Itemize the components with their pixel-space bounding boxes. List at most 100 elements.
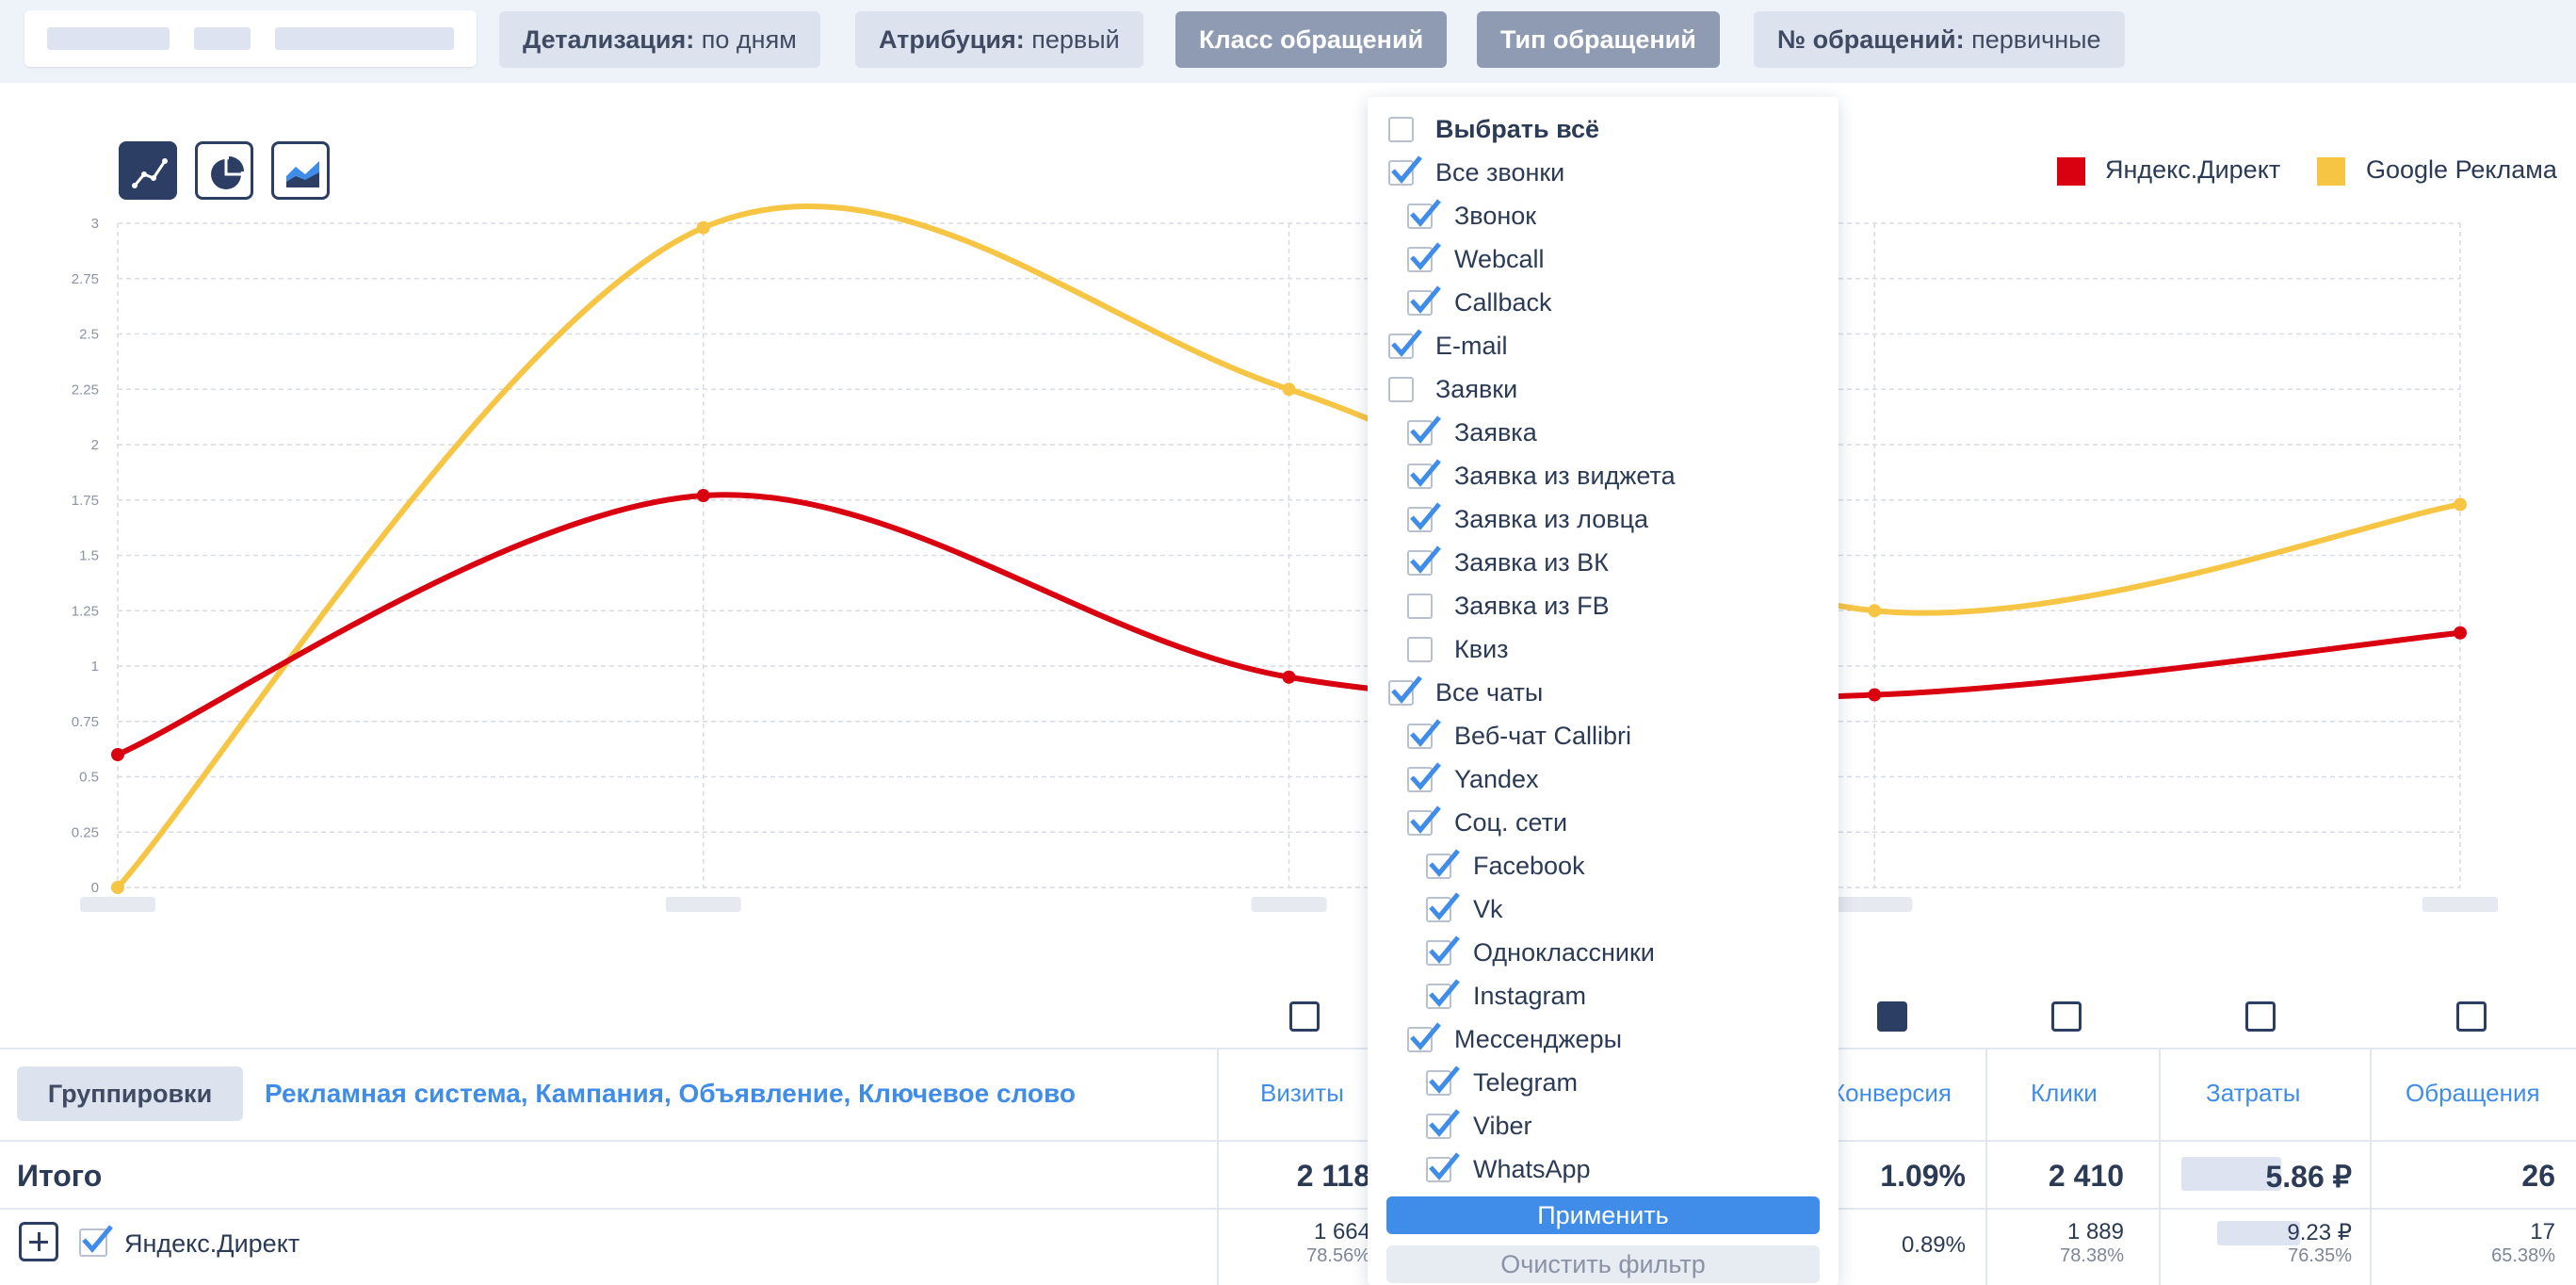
column-costs[interactable]: Затраты xyxy=(2206,1079,2301,1107)
y-tick-label: 0.25 xyxy=(72,824,99,840)
series-line xyxy=(115,203,2461,889)
blurred-x-tick xyxy=(665,897,741,912)
option-checkbox[interactable] xyxy=(1388,675,1422,706)
total-clicks: 2 410 xyxy=(2048,1159,2124,1193)
check-icon xyxy=(1391,675,1422,704)
legend-label-google[interactable]: Google Реклама xyxy=(2366,155,2557,184)
column-requests[interactable]: Обращения xyxy=(2406,1079,2540,1107)
data-point xyxy=(1282,382,1296,397)
option-checkbox[interactable] xyxy=(1388,155,1422,186)
option-label: Callback xyxy=(1454,288,1552,317)
line-chart-button[interactable] xyxy=(119,141,177,200)
blurred-date xyxy=(194,27,251,50)
option-checkbox[interactable] xyxy=(1426,892,1460,922)
check-icon xyxy=(1429,892,1460,920)
option-checkbox[interactable] xyxy=(1407,459,1441,489)
option-label: Заявка из виджета xyxy=(1454,462,1676,490)
expand-row-button[interactable] xyxy=(19,1222,58,1261)
y-tick-label: 0 xyxy=(91,880,99,896)
detail-key: Детализация: xyxy=(523,25,695,54)
option-label: Viber xyxy=(1473,1112,1532,1140)
check-icon xyxy=(1410,762,1441,790)
option-checkbox[interactable] xyxy=(1426,935,1460,966)
option-label: Все звонки xyxy=(1435,158,1565,187)
option-checkbox[interactable] xyxy=(1407,285,1441,316)
request-class-chip[interactable]: Класс обращений xyxy=(1175,11,1448,68)
groupings-button[interactable]: Группировки xyxy=(17,1066,243,1121)
column-separator xyxy=(1985,1048,1987,1285)
option-checkbox[interactable] xyxy=(1407,1022,1441,1052)
row-label-yandex: Яндекс.Директ xyxy=(124,1229,300,1258)
option-label: Заявка xyxy=(1454,418,1537,447)
check-icon xyxy=(82,1225,113,1253)
bar-chart-icon[interactable] xyxy=(2245,1001,2276,1032)
option-label: Yandex xyxy=(1454,765,1539,793)
clear-filter-button[interactable]: Очистить фильтр xyxy=(1386,1245,1820,1283)
option-checkbox[interactable] xyxy=(1407,805,1441,836)
check-icon xyxy=(1410,545,1441,574)
data-point xyxy=(2454,626,2467,640)
bar-chart-icon[interactable] xyxy=(2051,1001,2082,1032)
option-checkbox[interactable] xyxy=(1407,637,1433,662)
legend-label-yandex[interactable]: Яндекс.Директ xyxy=(2105,155,2281,184)
option-label: WhatsApp xyxy=(1473,1155,1591,1183)
option-checkbox[interactable] xyxy=(1426,979,1460,1009)
option-label: Одноклассники xyxy=(1473,938,1655,967)
option-checkbox[interactable] xyxy=(1388,377,1414,402)
blurred-x-tick xyxy=(2422,897,2498,912)
option-checkbox[interactable] xyxy=(1407,242,1441,272)
option-label: Звонок xyxy=(1454,202,1537,230)
check-icon xyxy=(1410,459,1441,487)
data-point xyxy=(1868,688,1882,702)
option-checkbox[interactable] xyxy=(1426,1065,1460,1096)
column-visits[interactable]: Визиты xyxy=(1260,1079,1344,1107)
line-chart: 0 0.25 0.5 0.75 1 1.25 1.5 1.75 2 2.25 2.5 2.75 3 xyxy=(72,203,2498,912)
request-number-chip[interactable]: № обращений: первичные xyxy=(1754,11,2125,68)
row-visits-pct: 78.56% xyxy=(1306,1245,1370,1266)
option-label: Заявка из ВК xyxy=(1454,548,1609,577)
date-range-picker[interactable] xyxy=(24,10,477,67)
number-value: первичные xyxy=(1971,25,2101,54)
option-checkbox[interactable] xyxy=(1426,1152,1460,1182)
area-chart-button[interactable] xyxy=(271,141,330,200)
option-checkbox[interactable] xyxy=(1426,849,1460,879)
y-tick-label: 0.5 xyxy=(79,770,99,786)
option-checkbox[interactable] xyxy=(1407,502,1441,532)
data-point xyxy=(696,220,710,235)
bar-chart-icon[interactable] xyxy=(1289,1001,1320,1032)
y-tick-label: 1 xyxy=(91,659,99,675)
option-checkbox[interactable] xyxy=(1407,545,1441,576)
bar-chart-icon[interactable] xyxy=(1877,1001,1907,1032)
option-label: Заявка из ловца xyxy=(1454,505,1649,533)
check-icon xyxy=(1429,935,1460,964)
option-checkbox[interactable] xyxy=(1407,415,1441,446)
apply-button[interactable]: Применить xyxy=(1386,1196,1820,1234)
detail-chip[interactable]: Детализация: по дням xyxy=(499,11,820,68)
option-label: Telegram xyxy=(1473,1068,1579,1097)
attribution-chip[interactable]: Атрибуция: первый xyxy=(855,11,1143,68)
data-point xyxy=(2454,497,2467,512)
option-checkbox[interactable] xyxy=(1407,594,1433,619)
total-visits: 2 118 xyxy=(1296,1159,1370,1193)
option-checkbox[interactable] xyxy=(1407,199,1441,229)
option-checkbox[interactable] xyxy=(1388,117,1414,142)
option-checkbox[interactable] xyxy=(1407,762,1441,792)
y-tick-label: 3 xyxy=(91,216,99,232)
row-checkbox[interactable] xyxy=(79,1225,113,1257)
blurred-date xyxy=(47,27,170,50)
detail-value: по дням xyxy=(701,25,797,54)
request-type-chip[interactable]: Тип обращений xyxy=(1477,11,1720,68)
column-clicks[interactable]: Клики xyxy=(2031,1079,2098,1107)
option-checkbox[interactable] xyxy=(1426,1109,1460,1139)
request-type-dropdown: Применить Очистить фильтр Выбрать всё Все… xyxy=(1368,97,1839,1285)
bar-chart-icon[interactable] xyxy=(2456,1001,2487,1032)
table-header xyxy=(0,1048,2576,1142)
pie-chart-button[interactable] xyxy=(195,141,253,200)
groupings-list[interactable]: Рекламная система, Кампания, Объявление,… xyxy=(265,1079,1076,1108)
option-checkbox[interactable] xyxy=(1407,719,1441,749)
check-icon xyxy=(1429,849,1460,877)
column-conversion[interactable]: Конверсия xyxy=(1831,1079,1952,1107)
check-icon xyxy=(1410,415,1441,444)
line-chart-icon xyxy=(132,158,168,188)
option-checkbox[interactable] xyxy=(1388,329,1422,359)
